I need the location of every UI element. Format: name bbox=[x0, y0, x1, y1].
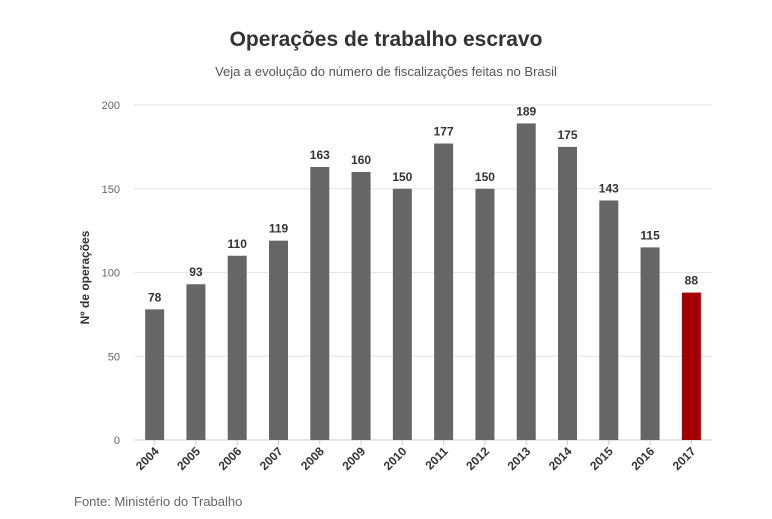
x-tick-label: 2008 bbox=[298, 444, 327, 473]
bar bbox=[269, 240, 288, 440]
bar bbox=[145, 309, 165, 440]
bar bbox=[434, 143, 454, 440]
bar bbox=[351, 172, 371, 440]
value-label: 115 bbox=[640, 228, 660, 242]
x-tick-label: 2004 bbox=[133, 444, 162, 473]
value-label: 78 bbox=[148, 290, 162, 304]
bar bbox=[186, 284, 206, 440]
y-tick-label: 200 bbox=[102, 100, 120, 112]
x-tick-label: 2011 bbox=[422, 444, 451, 473]
x-tick-label: 2017 bbox=[670, 444, 699, 473]
value-label: 177 bbox=[434, 125, 454, 139]
value-label: 189 bbox=[516, 104, 536, 118]
source-note: Fonte: Ministério do Trabalho bbox=[74, 494, 243, 509]
value-label: 160 bbox=[351, 153, 371, 167]
x-tick-label: 2014 bbox=[546, 444, 575, 473]
bar bbox=[516, 123, 536, 441]
chart-subtitle: Veja a evolução do número de fiscalizaçõ… bbox=[215, 64, 557, 79]
x-tick-label: 2007 bbox=[257, 444, 286, 473]
y-tick-label: 100 bbox=[102, 268, 120, 280]
value-label: 93 bbox=[189, 265, 203, 279]
x-tick-label: 2010 bbox=[381, 444, 410, 473]
x-tick-label: 2006 bbox=[216, 444, 245, 473]
value-label: 88 bbox=[685, 274, 699, 288]
bar bbox=[310, 166, 330, 440]
y-tick-label: 150 bbox=[102, 184, 120, 196]
bar bbox=[558, 146, 577, 440]
value-label: 150 bbox=[475, 170, 495, 184]
x-tick-label: 2012 bbox=[463, 444, 492, 473]
value-label: 175 bbox=[557, 128, 577, 142]
x-tick-label: 2016 bbox=[628, 444, 657, 473]
y-tick-label: 0 bbox=[114, 435, 120, 447]
x-tick-label: 2009 bbox=[339, 444, 368, 473]
x-tick-label: 2015 bbox=[587, 444, 616, 473]
y-tick-label: 50 bbox=[108, 351, 120, 363]
value-label: 163 bbox=[310, 148, 330, 162]
bar bbox=[681, 292, 701, 440]
value-label: 119 bbox=[269, 222, 289, 236]
bar bbox=[392, 188, 412, 440]
x-tick-label: 2005 bbox=[174, 444, 203, 473]
bar bbox=[640, 247, 660, 440]
x-tick-label: 2013 bbox=[505, 444, 534, 473]
bar bbox=[227, 255, 247, 440]
chart-title: Operações de trabalho escravo bbox=[229, 28, 543, 51]
bar bbox=[599, 200, 619, 440]
value-label: 110 bbox=[228, 237, 248, 251]
value-label: 143 bbox=[599, 181, 619, 195]
y-axis-label: Nº de operações bbox=[78, 230, 92, 324]
value-label: 150 bbox=[392, 170, 412, 184]
bar bbox=[475, 188, 495, 440]
